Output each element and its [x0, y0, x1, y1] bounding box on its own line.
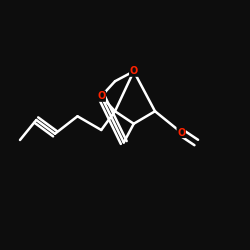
Text: O: O [177, 128, 186, 138]
Text: O: O [130, 66, 138, 76]
Text: O: O [97, 91, 106, 101]
